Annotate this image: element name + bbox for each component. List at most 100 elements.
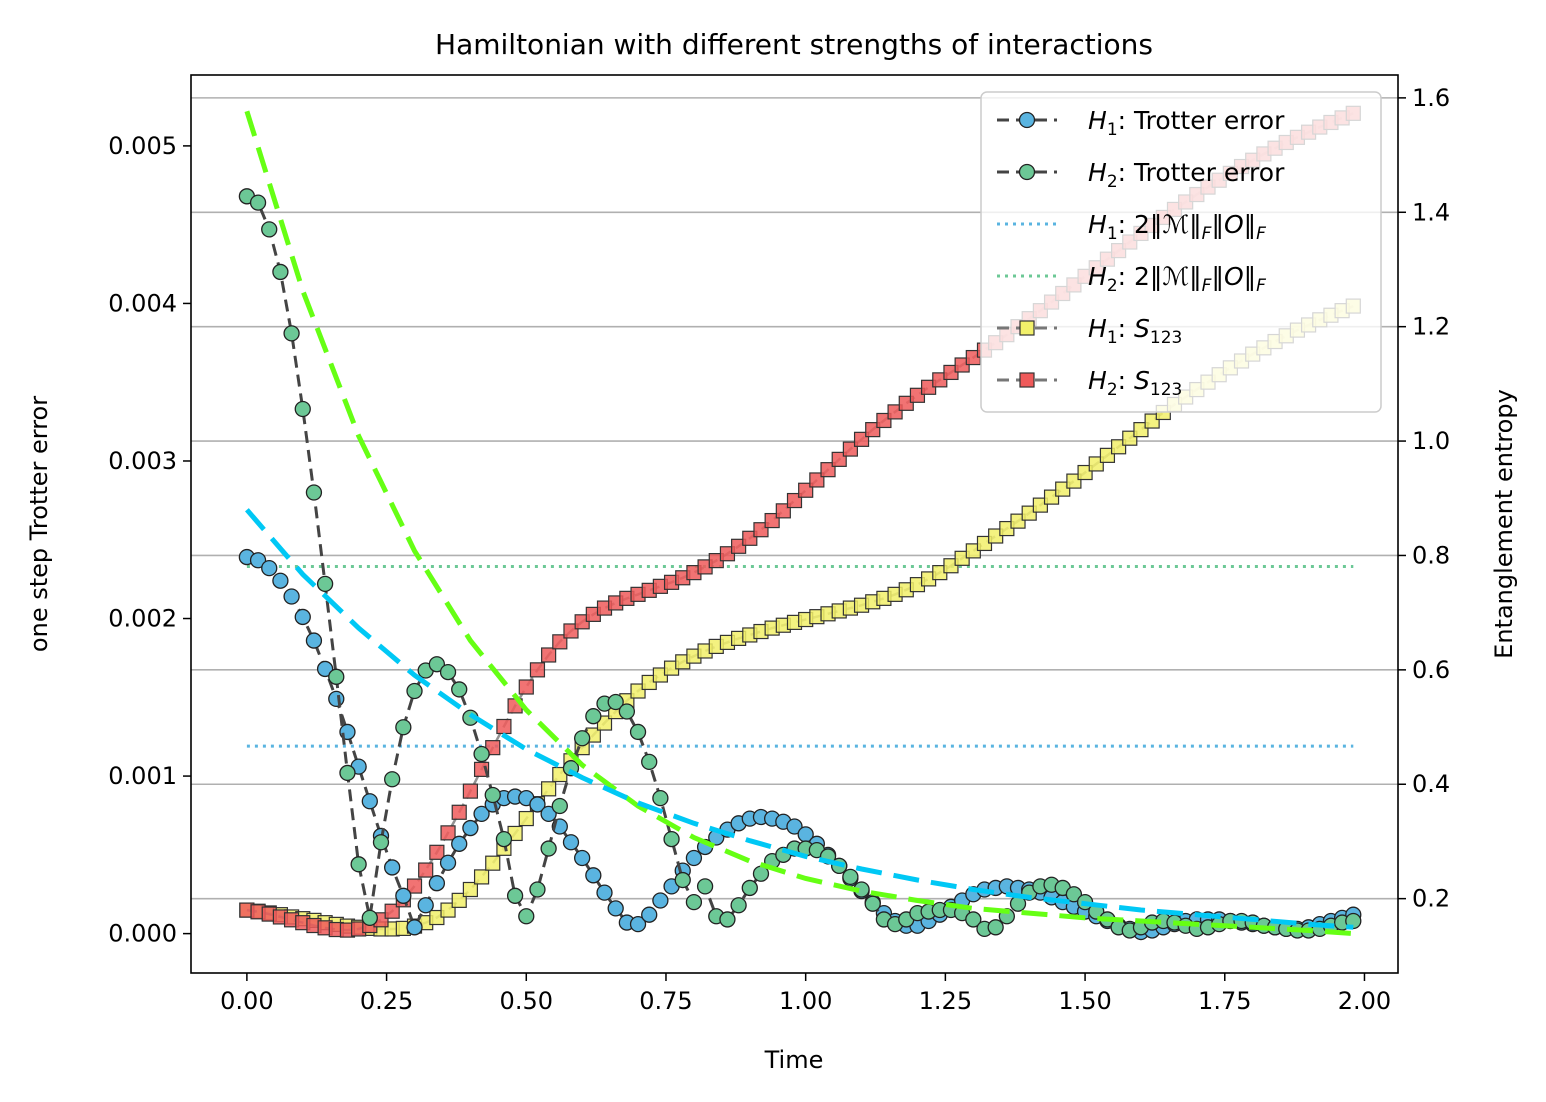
right-y-tick-label: 1.2: [1412, 313, 1450, 341]
legend-label: H2: S123: [1088, 366, 1182, 400]
data-point: [887, 404, 903, 420]
data-point: [898, 395, 914, 411]
legend-label: H2: 2‖ℳ‖F‖O‖F: [1088, 262, 1266, 296]
data-point: [1077, 464, 1093, 481]
data-point: [484, 786, 501, 804]
data-point: [451, 892, 467, 908]
data-point: [730, 897, 747, 914]
data-point: [629, 916, 647, 933]
data-point: [473, 869, 490, 885]
legend-swatch-marker: [1018, 163, 1036, 181]
data-point: [864, 895, 881, 912]
legend-entry: H2: Trotter error: [997, 158, 1285, 192]
data-point: [462, 783, 478, 799]
data-point: [406, 682, 423, 700]
data-point: [361, 793, 378, 810]
right-y-axis-ticks: 0.2 0.4 0.6 0.8 1.0 1.2 1.4 1.6: [1398, 84, 1450, 913]
x-tick-label: 0.25: [360, 987, 413, 1015]
data-point: [395, 887, 412, 904]
data-point: [1032, 497, 1048, 513]
data-point: [876, 412, 892, 429]
data-point: [261, 559, 278, 577]
data-point: [731, 538, 747, 554]
data-point: [764, 512, 780, 529]
data-point: [283, 325, 300, 342]
data-point: [485, 855, 501, 871]
x-tick-label: 1.25: [919, 987, 972, 1015]
data-point: [753, 522, 769, 538]
data-point: [418, 862, 434, 878]
data-point: [305, 632, 323, 649]
data-point: [663, 830, 680, 848]
data-point: [1111, 439, 1127, 455]
data-point: [249, 552, 267, 569]
legend: H1: Trotter error H2: Trotter error H1: 2‖…: [980, 91, 1382, 413]
data-point: [742, 530, 758, 546]
data-point: [831, 451, 847, 467]
data-point: [1055, 481, 1071, 497]
data-point: [518, 679, 534, 695]
series-line: [244, 110, 1354, 937]
data-point: [372, 834, 390, 851]
data-point: [965, 911, 982, 928]
data-point: [439, 663, 457, 681]
data-point: [719, 911, 736, 928]
data-point: [865, 422, 881, 438]
data-point: [283, 588, 300, 605]
right-y-tick-label: 0.6: [1412, 656, 1450, 684]
data-point: [541, 781, 557, 797]
left-y-tick-label: 0.002: [108, 605, 177, 633]
data-point: [473, 745, 490, 763]
right-y-tick-label: 1.4: [1412, 198, 1450, 226]
data-point: [1099, 447, 1116, 463]
data-point: [552, 634, 568, 650]
data-point: [741, 879, 758, 897]
right-y-tick-label: 0.8: [1412, 541, 1450, 569]
data-point: [316, 660, 334, 678]
x-tick-label: 2.00: [1338, 987, 1391, 1015]
data-point: [1065, 886, 1083, 903]
data-point: [451, 804, 467, 820]
data-point: [462, 819, 479, 837]
data-point: [529, 796, 546, 813]
data-point: [406, 919, 423, 936]
legend-label: H1: Trotter error: [1088, 106, 1285, 140]
data-point: [272, 263, 289, 281]
data-point: [809, 472, 825, 488]
data-point: [428, 875, 446, 892]
x-axis-ticks: 0.00 0.25 0.50 0.75 1.00 1.25 1.50 1.75 2.00: [220, 973, 1391, 1015]
x-tick-label: 0.75: [639, 987, 692, 1015]
data-point: [585, 708, 602, 725]
data-point: [350, 856, 367, 873]
legend-entry: H2: 2‖ℳ‖F‖O‖F: [997, 262, 1266, 296]
data-point: [451, 681, 468, 698]
data-point: [674, 871, 691, 889]
x-tick-label: 0.00: [220, 987, 273, 1015]
data-point: [451, 835, 468, 852]
left-y-tick-label: 0.001: [108, 762, 177, 790]
data-point: [596, 884, 613, 901]
data-point: [685, 893, 703, 911]
right-y-axis-label: Entanglement entropy: [1490, 389, 1518, 659]
legend-entry: H1: 2‖ℳ‖F‖O‖F: [997, 210, 1266, 244]
data-point: [1066, 473, 1082, 489]
data-point: [652, 892, 669, 909]
data-point: [786, 492, 803, 509]
data-point: [1133, 422, 1149, 438]
data-point: [361, 909, 378, 927]
data-point: [518, 810, 534, 827]
legend-label: H1: S123: [1088, 314, 1182, 348]
data-point: [440, 902, 456, 918]
data-point: [395, 719, 412, 736]
x-tick-label: 1.75: [1198, 987, 1251, 1015]
data-point: [529, 881, 546, 898]
legend-swatch-marker: [1018, 111, 1036, 129]
data-point: [1088, 456, 1104, 472]
data-point: [328, 668, 345, 685]
left-y-tick-label: 0.004: [108, 289, 177, 317]
data-point: [473, 805, 490, 823]
data-point: [696, 878, 714, 895]
data-point: [384, 771, 401, 788]
data-point: [384, 859, 401, 876]
data-point: [630, 683, 646, 699]
